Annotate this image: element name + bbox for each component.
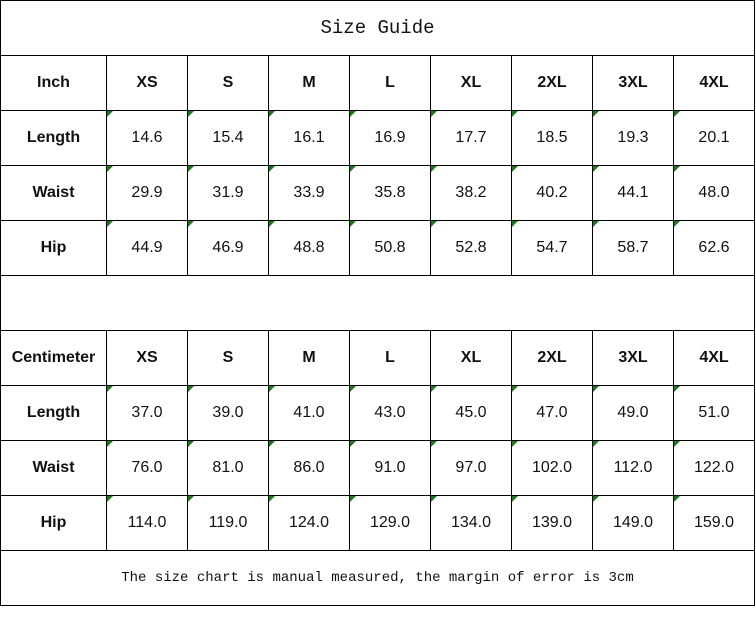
measurement-value: 48.8 [268, 220, 350, 276]
measurement-value: 62.6 [673, 220, 755, 276]
measurement-label: Hip [0, 220, 107, 276]
measurement-value: 18.5 [511, 110, 593, 166]
measurement-value: 46.9 [187, 220, 269, 276]
measurement-value: 43.0 [349, 385, 431, 441]
note-cell: The size chart is manual measured, the m… [0, 550, 755, 606]
measurement-value: 51.0 [673, 385, 755, 441]
size-header: 3XL [592, 55, 674, 111]
measurement-value: 19.3 [592, 110, 674, 166]
measurement-label: Length [0, 110, 107, 166]
size-header: S [187, 330, 269, 386]
measurement-value: 45.0 [430, 385, 512, 441]
table-row: Waist 76.0 81.0 86.0 91.0 97.0 102.0 112.0 122.0 [0, 440, 755, 496]
measurement-value: 149.0 [592, 495, 674, 551]
measurement-value: 29.9 [106, 165, 188, 221]
spacer-row [0, 275, 755, 331]
measurement-value: 16.9 [349, 110, 431, 166]
size-header: M [268, 330, 350, 386]
size-header: 4XL [673, 55, 755, 111]
measurement-value: 58.7 [592, 220, 674, 276]
measurement-value: 129.0 [349, 495, 431, 551]
note-row: The size chart is manual measured, the m… [0, 550, 755, 606]
measurement-value: 159.0 [673, 495, 755, 551]
size-header: 2XL [511, 55, 593, 111]
measurement-value: 40.2 [511, 165, 593, 221]
measurement-value: 102.0 [511, 440, 593, 496]
table-row: Length 14.6 15.4 16.1 16.9 17.7 18.5 19.3 20.1 [0, 110, 755, 166]
measurement-value: 44.1 [592, 165, 674, 221]
table-row: Hip 114.0 119.0 124.0 129.0 134.0 139.0 149.0 15… [0, 495, 755, 551]
measurement-label: Waist [0, 440, 107, 496]
size-guide-table: Size Guide Inch XS S M L XL 2XL 3XL 4XL Length 14.6… [0, 0, 755, 606]
unit-header: Inch [0, 55, 107, 111]
measurement-value: 37.0 [106, 385, 188, 441]
measurement-value: 76.0 [106, 440, 188, 496]
measurement-value: 139.0 [511, 495, 593, 551]
measurement-value: 14.6 [106, 110, 188, 166]
measurement-label: Length [0, 385, 107, 441]
measurement-value: 39.0 [187, 385, 269, 441]
size-header: XL [430, 55, 512, 111]
size-header: 4XL [673, 330, 755, 386]
measurement-value: 122.0 [673, 440, 755, 496]
measurement-value: 114.0 [106, 495, 188, 551]
empty-cell [0, 275, 755, 331]
measurement-value: 15.4 [187, 110, 269, 166]
size-header: L [349, 330, 431, 386]
measurement-value: 52.8 [430, 220, 512, 276]
size-header: XS [106, 55, 188, 111]
title-row: Size Guide [0, 0, 755, 56]
measurement-value: 124.0 [268, 495, 350, 551]
measurement-value: 81.0 [187, 440, 269, 496]
measurement-value: 134.0 [430, 495, 512, 551]
measurement-label: Hip [0, 495, 107, 551]
measurement-value: 112.0 [592, 440, 674, 496]
measurement-value: 17.7 [430, 110, 512, 166]
measurement-value: 50.8 [349, 220, 431, 276]
size-header: M [268, 55, 350, 111]
measurement-value: 38.2 [430, 165, 512, 221]
measurement-value: 86.0 [268, 440, 350, 496]
size-header: XL [430, 330, 512, 386]
title-cell: Size Guide [0, 0, 755, 56]
table-row: Hip 44.9 46.9 48.8 50.8 52.8 54.7 58.7 62.6 [0, 220, 755, 276]
measurement-value: 49.0 [592, 385, 674, 441]
measurement-value: 41.0 [268, 385, 350, 441]
unit-header: Centimeter [0, 330, 107, 386]
measurement-value: 44.9 [106, 220, 188, 276]
size-header: 3XL [592, 330, 674, 386]
measurement-value: 48.0 [673, 165, 755, 221]
measurement-value: 35.8 [349, 165, 431, 221]
table-row: Waist 29.9 31.9 33.9 35.8 38.2 40.2 44.1 48.0 [0, 165, 755, 221]
header-row: Centimeter XS S M L XL 2XL 3XL 4XL [0, 330, 755, 386]
measurement-value: 20.1 [673, 110, 755, 166]
table-row: Length 37.0 39.0 41.0 43.0 45.0 47.0 49.0 51.0 [0, 385, 755, 441]
size-header: 2XL [511, 330, 593, 386]
measurement-value: 119.0 [187, 495, 269, 551]
measurement-value: 31.9 [187, 165, 269, 221]
measurement-value: 47.0 [511, 385, 593, 441]
size-header: XS [106, 330, 188, 386]
header-row: Inch XS S M L XL 2XL 3XL 4XL [0, 55, 755, 111]
size-header: S [187, 55, 269, 111]
measurement-label: Waist [0, 165, 107, 221]
size-header: L [349, 55, 431, 111]
measurement-value: 91.0 [349, 440, 431, 496]
measurement-value: 54.7 [511, 220, 593, 276]
measurement-value: 33.9 [268, 165, 350, 221]
measurement-value: 97.0 [430, 440, 512, 496]
measurement-value: 16.1 [268, 110, 350, 166]
